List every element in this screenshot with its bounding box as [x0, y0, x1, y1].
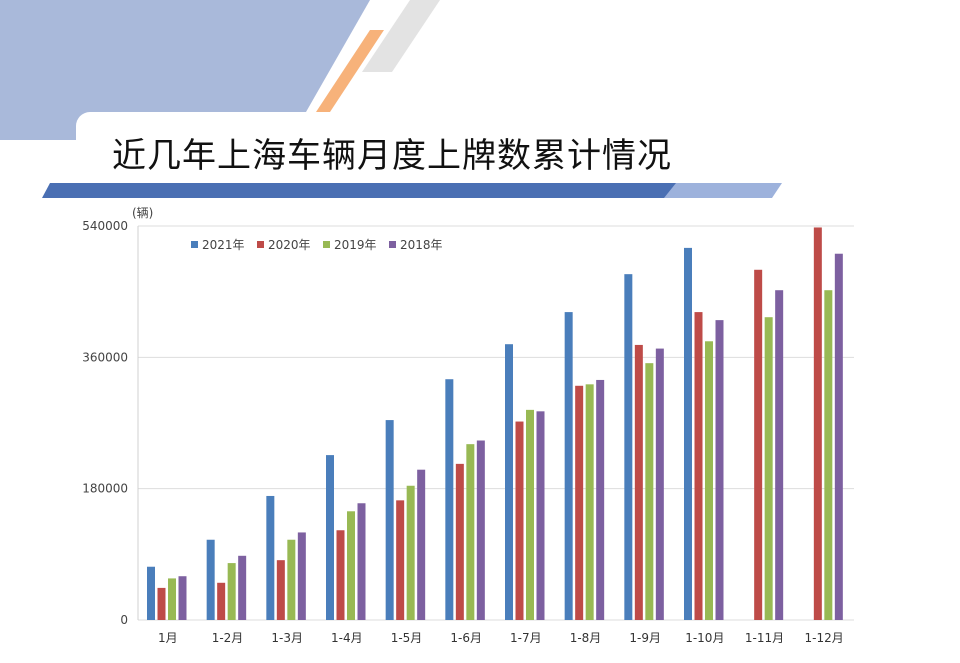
y-tick-label: 360000 [82, 350, 128, 364]
x-tick-label: 1-6月 [450, 631, 482, 645]
x-tick-label: 1-12月 [805, 631, 844, 645]
legend-swatch [191, 241, 198, 248]
bar-2021年-1-9月 [624, 274, 633, 620]
bar-2021年-1月 [147, 566, 155, 620]
y-tick-label: 540000 [82, 219, 128, 233]
x-tick-label: 1-2月 [212, 631, 244, 645]
bar-2018年-1-6月 [476, 440, 485, 620]
legend-swatch [389, 241, 396, 248]
y-tick-label: 0 [120, 613, 128, 627]
x-tick-label: 1-9月 [629, 631, 661, 645]
legend-swatch [323, 241, 330, 248]
bar-2019年-1-10月 [705, 341, 713, 620]
bar-2020年-1月 [157, 587, 166, 620]
bar-2018年-1-3月 [297, 532, 306, 620]
page-title: 近几年上海车辆月度上牌数累计情况 [112, 136, 672, 176]
x-tick-label: 1-10月 [685, 631, 724, 645]
bar-2019年-1-3月 [287, 539, 296, 620]
bar-2019年-1-9月 [645, 363, 654, 620]
grid-lines [138, 225, 854, 621]
bar-2020年-1-11月 [754, 269, 763, 620]
accent-gray-stripe [362, 0, 440, 72]
bar-2018年-1-10月 [715, 320, 724, 620]
bar-2021年-1-8月 [564, 312, 573, 620]
bar-2019年-1-7月 [526, 409, 534, 620]
bar-2021年-1-6月 [445, 379, 454, 620]
bar-2020年-1-5月 [396, 500, 405, 620]
legend-label: 2018年 [400, 238, 443, 252]
accent-orange-stripe [316, 30, 384, 112]
y-tick-label: 180000 [82, 482, 128, 496]
bar-2019年-1-5月 [406, 485, 415, 620]
bar-2020年-1-12月 [813, 227, 822, 620]
x-tick-label: 1-4月 [331, 631, 363, 645]
y-axis-label: (辆) [132, 206, 153, 220]
bar-2021年-1-7月 [505, 344, 513, 620]
bar-2018年-1-12月 [834, 253, 843, 620]
x-tick-label: 1-11月 [745, 631, 784, 645]
bar-2019年-1-2月 [227, 563, 236, 620]
bar-2020年-1-7月 [515, 421, 524, 620]
bar-2019年-1-6月 [466, 444, 475, 620]
bar-2018年-1-2月 [238, 555, 247, 620]
bar-2018年-1-9月 [655, 348, 664, 620]
bar-2018年-1-8月 [596, 379, 605, 620]
bar-2018年-1-7月 [536, 411, 545, 620]
legend-label: 2019年 [334, 238, 377, 252]
bar-2020年-1-10月 [694, 312, 703, 620]
x-tick-label: 1-3月 [271, 631, 303, 645]
bar-2021年-1-4月 [326, 455, 334, 620]
bar-2020年-1-3月 [276, 560, 285, 620]
bars [147, 227, 843, 620]
bar-2018年-1月 [178, 576, 187, 620]
x-tick-label: 1月 [158, 631, 178, 645]
bar-2020年-1-9月 [634, 344, 643, 620]
bar-2021年-1-2月 [206, 539, 215, 620]
bar-2021年-1-5月 [385, 420, 394, 620]
bar-2018年-1-4月 [357, 503, 366, 620]
bar-2018年-1-11月 [775, 290, 784, 620]
bar-2020年-1-8月 [575, 385, 584, 620]
legend-label: 2021年 [202, 238, 245, 252]
bar-2020年-1-4月 [336, 530, 345, 620]
legend-label: 2020年 [268, 238, 311, 252]
legend: 2021年 2020年 2019年 2018年 [191, 238, 443, 252]
bar-2018年-1-5月 [417, 469, 426, 620]
x-tick-label: 1-5月 [391, 631, 423, 645]
bar-chart: 0 180000 360000 540000 (辆) 1月 1-2月 1-3月 1-4月 1-… [82, 206, 854, 645]
bar-2020年-1-6月 [455, 463, 464, 620]
x-axis-tick-labels: 1月 1-2月 1-3月 1-4月 1-5月 1-6月 1-7月 1-8月 1-9月 1-10月 1… [158, 631, 844, 645]
bar-2021年-1-10月 [684, 247, 692, 620]
bar-2020年-1-2月 [217, 582, 226, 620]
bar-2019年-1-11月 [764, 317, 773, 620]
y-axis-tick-labels: 0 180000 360000 540000 [82, 219, 128, 627]
x-tick-label: 1-7月 [510, 631, 542, 645]
legend-swatch [257, 241, 264, 248]
bar-2019年-1-8月 [585, 384, 594, 620]
bar-2019年-1月 [168, 578, 176, 620]
background-blue-band [0, 0, 370, 140]
bar-2021年-1-3月 [266, 495, 275, 620]
x-tick-label: 1-8月 [570, 631, 602, 645]
bar-2019年-1-12月 [824, 290, 833, 620]
bar-2019年-1-4月 [347, 511, 355, 620]
